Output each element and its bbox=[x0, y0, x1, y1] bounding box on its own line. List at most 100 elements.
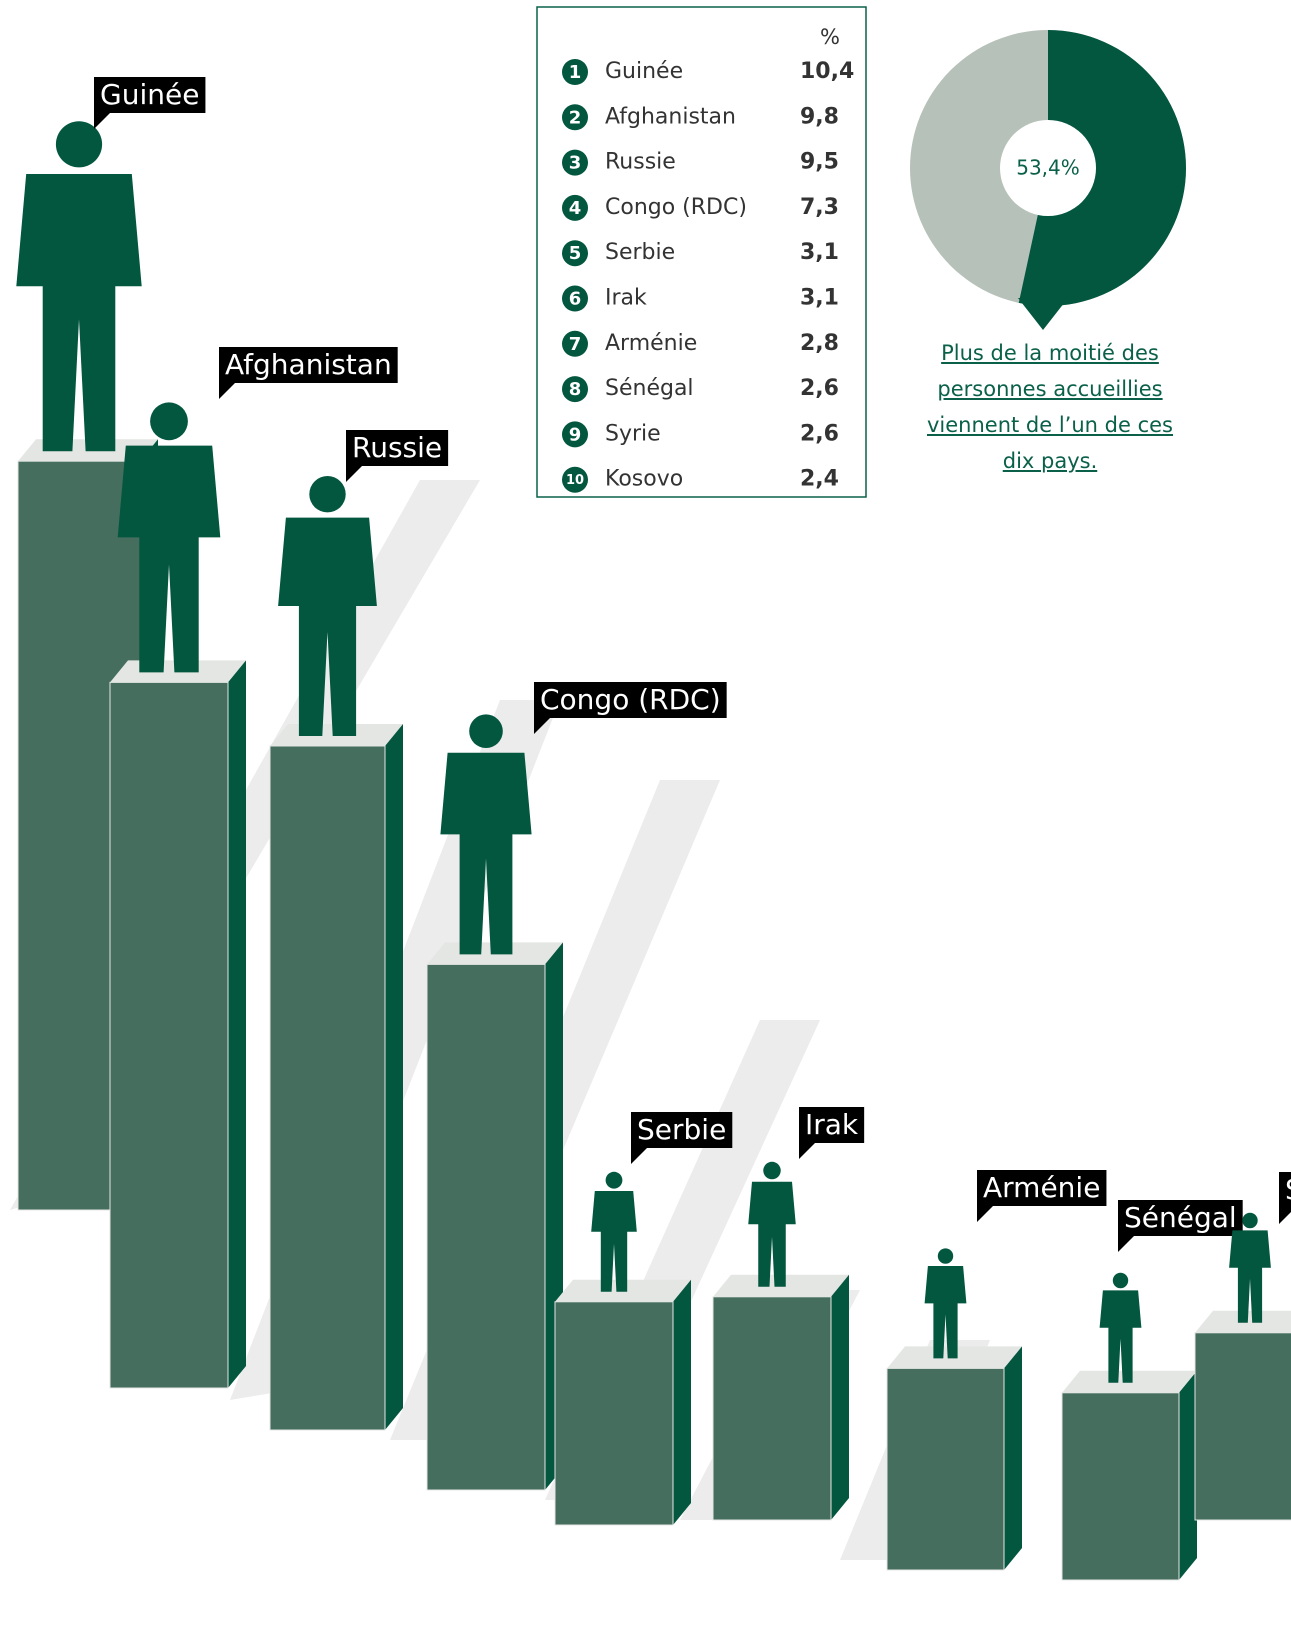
bar-side bbox=[673, 1279, 691, 1525]
rank-number: 8 bbox=[569, 379, 582, 400]
table: % 1 Guinée 10,4 2 Afghanistan 9,8 3 Russie 9,5 4 Co… bbox=[562, 25, 854, 493]
country-name: Afghanistan bbox=[605, 104, 736, 129]
rank-badge bbox=[562, 376, 588, 403]
bar-label-tail bbox=[346, 466, 362, 482]
table-box bbox=[536, 6, 867, 498]
figure-head bbox=[937, 1248, 954, 1264]
bar-label-bg bbox=[219, 347, 398, 383]
country-name: Kosovo bbox=[605, 467, 683, 492]
bar-label-bg bbox=[534, 682, 727, 718]
country-value: 3,1 bbox=[800, 286, 839, 311]
bar-label-tail bbox=[94, 113, 110, 129]
country-value: 9,5 bbox=[800, 150, 839, 175]
rank-number: 7 bbox=[569, 334, 582, 355]
bar-side bbox=[1179, 1370, 1197, 1580]
bar-label-bg bbox=[799, 1107, 865, 1143]
bar-label: Guinée bbox=[100, 78, 199, 111]
bar-group bbox=[269, 476, 403, 1431]
pie-label: 53,4% bbox=[1016, 156, 1080, 180]
country-name: Syrie bbox=[605, 421, 661, 446]
bar-label-bg bbox=[1118, 1200, 1243, 1236]
figure-head bbox=[150, 402, 188, 441]
note: Plus de la moitié des personnes accueill… bbox=[926, 341, 1173, 473]
bar-side bbox=[1004, 1346, 1022, 1570]
figure-head bbox=[763, 1161, 781, 1180]
figure-body bbox=[748, 1181, 796, 1287]
pie: 53,4% bbox=[910, 30, 1186, 330]
bar-label-tail bbox=[219, 383, 235, 399]
rank-number: 10 bbox=[566, 473, 584, 488]
country-value: 2,8 bbox=[800, 331, 839, 356]
bar-label-group: Afghanistan bbox=[219, 347, 398, 399]
bar-group bbox=[109, 402, 246, 1389]
figure-head bbox=[605, 1171, 623, 1189]
figure-head bbox=[1112, 1272, 1129, 1289]
country-value: 9,8 bbox=[800, 104, 839, 129]
bar-label-tail bbox=[534, 718, 550, 734]
country-value: 2,6 bbox=[800, 421, 839, 446]
rank-number: 6 bbox=[569, 289, 582, 310]
bar-label-group: Congo (RDC) bbox=[534, 682, 727, 734]
country-name: Russie bbox=[605, 150, 676, 175]
bar-label: Sénégal bbox=[1124, 1201, 1237, 1234]
country-name: Arménie bbox=[605, 331, 697, 356]
rank-badge bbox=[562, 240, 588, 267]
bar-label-group: Russie bbox=[346, 430, 449, 482]
bar-label: Russie bbox=[352, 431, 442, 464]
country-value: 3,1 bbox=[800, 240, 839, 265]
rank-badge bbox=[562, 285, 588, 312]
bar bbox=[712, 1296, 832, 1521]
bar-group bbox=[554, 1171, 691, 1526]
bar-label: Serbie bbox=[637, 1113, 726, 1146]
table-header: % bbox=[820, 25, 840, 49]
bar-side bbox=[831, 1274, 849, 1520]
figure-head bbox=[309, 476, 346, 513]
figure-body bbox=[924, 1266, 967, 1359]
bar bbox=[1061, 1392, 1180, 1581]
rank-badge bbox=[562, 330, 588, 357]
bar-label-group: Guinée bbox=[94, 77, 206, 129]
bar-label-group: Irak bbox=[799, 1107, 865, 1159]
country-name: Irak bbox=[605, 286, 647, 311]
rank-badge bbox=[562, 421, 588, 448]
rank-badge bbox=[562, 59, 588, 85]
country-value: 10,4 bbox=[800, 59, 854, 84]
figure-body bbox=[440, 752, 532, 955]
bar-group bbox=[712, 1161, 849, 1521]
figure-body bbox=[278, 517, 377, 736]
rank-number: 9 bbox=[569, 424, 582, 445]
figure-body bbox=[16, 174, 142, 452]
bar-label-group: Syrie bbox=[1279, 1172, 1291, 1224]
bar-label-tail bbox=[977, 1206, 993, 1222]
bar bbox=[1194, 1332, 1291, 1521]
bar-label: Arménie bbox=[983, 1171, 1100, 1204]
figure-head bbox=[55, 121, 103, 168]
rank-badge bbox=[562, 194, 588, 221]
bar bbox=[554, 1301, 674, 1526]
country-name: Sénégal bbox=[605, 376, 694, 401]
figure-body bbox=[1229, 1230, 1271, 1323]
bar-label-bg bbox=[346, 430, 449, 466]
bar-label-bg bbox=[977, 1170, 1107, 1206]
bar-label: Afghanistan bbox=[225, 348, 392, 381]
country-value: 7,3 bbox=[800, 195, 839, 220]
bar-group bbox=[886, 1248, 1022, 1571]
bar-label-bg bbox=[94, 77, 206, 113]
country-name: Congo (RDC) bbox=[605, 195, 747, 220]
country-name: Guinée bbox=[605, 59, 683, 84]
bar-label-group: Serbie bbox=[631, 1112, 733, 1164]
bar-label-tail bbox=[1279, 1208, 1291, 1224]
bar-label-tail bbox=[1118, 1236, 1134, 1252]
bar-label-bg bbox=[631, 1112, 733, 1148]
bar bbox=[886, 1367, 1005, 1571]
bar-label-bg bbox=[1279, 1172, 1291, 1208]
bar-label-group: Sénégal bbox=[1118, 1200, 1243, 1252]
pie-hole bbox=[1000, 120, 1096, 216]
rank-number: 3 bbox=[569, 153, 582, 174]
bar-group bbox=[426, 714, 563, 1491]
pie-slice bbox=[1018, 30, 1186, 306]
bar bbox=[269, 745, 386, 1431]
figure-body bbox=[117, 445, 221, 673]
rank-badge bbox=[562, 104, 588, 131]
